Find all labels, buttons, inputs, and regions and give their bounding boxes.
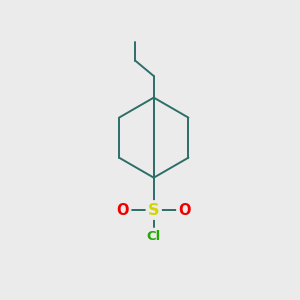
Text: O: O [178,202,191,217]
Text: S: S [148,202,160,217]
Text: O: O [117,202,129,217]
Text: Cl: Cl [147,230,161,243]
